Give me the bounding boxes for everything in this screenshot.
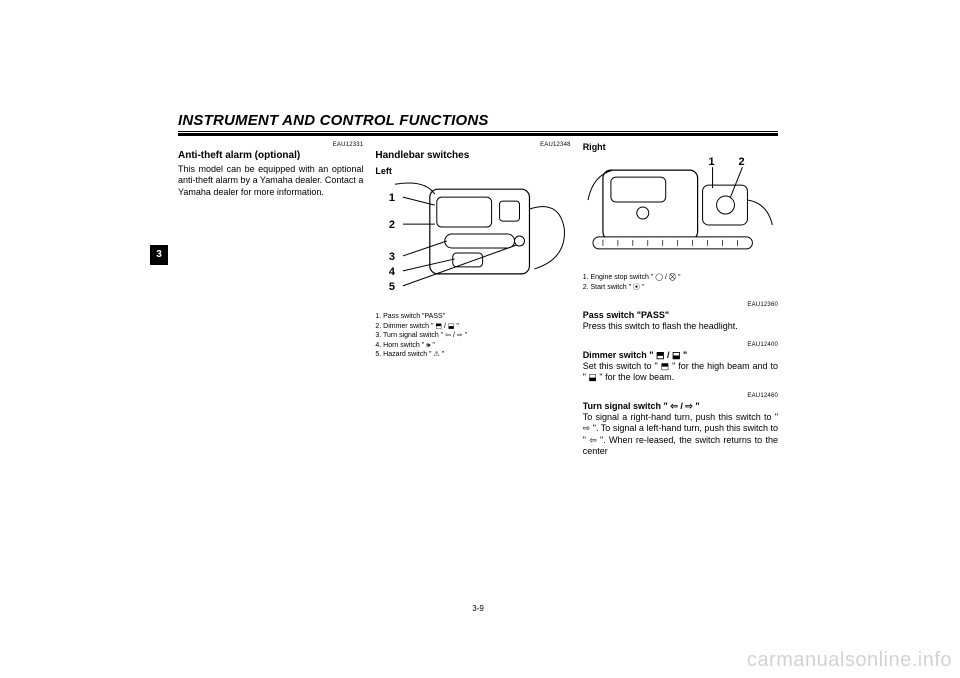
body-dimmer-switch: Set this switch to " ⬒ " for the high be… <box>583 361 778 384</box>
heading-pass-switch: Pass switch "PASS" <box>583 310 669 320</box>
doc-id: EAU12400 <box>583 342 778 350</box>
heading-handlebar-switches: Handlebar switches <box>375 150 570 163</box>
callout-item: 3. Turn signal switch " ⇦ / ⇨ " <box>375 331 570 340</box>
section-header: INSTRUMENT AND CONTROL FUNCTIONS <box>178 112 778 136</box>
svg-text:3: 3 <box>389 251 395 263</box>
callout-item: 1. Pass switch "PASS" <box>375 312 570 321</box>
callouts-left: 1. Pass switch "PASS" 2. Dimmer switch "… <box>375 312 570 359</box>
callout-item: 1. Engine stop switch " ◯ / ⛒ " <box>583 273 778 282</box>
figure-right-handlebar: 1 2 <box>583 155 778 270</box>
callout-item: 5. Hazard switch " ⚠ " <box>375 350 570 359</box>
doc-id: EAU12348 <box>375 142 570 150</box>
body-anti-theft: This model can be equipped with an optio… <box>178 164 363 198</box>
rule-thin <box>178 131 778 132</box>
body-pass-switch: Press this switch to flash the headlight… <box>583 321 778 332</box>
block-turn-signal-switch: EAU12460 Turn signal switch " ⇦ / ⇨ " To… <box>583 393 778 457</box>
doc-id: EAU12460 <box>583 393 778 401</box>
heading-turn-signal-switch: Turn signal switch " ⇦ / ⇨ " <box>583 401 700 411</box>
svg-text:1: 1 <box>389 192 395 204</box>
column-middle: EAU12348 Handlebar switches Left <box>375 142 570 457</box>
block-pass-switch: EAU12360 Pass switch "PASS" Press this s… <box>583 302 778 332</box>
doc-id: EAU12331 <box>178 142 363 150</box>
svg-text:2: 2 <box>389 219 395 231</box>
columns: EAU12331 Anti-theft alarm (optional) Thi… <box>178 142 778 457</box>
callouts-right: 1. Engine stop switch " ◯ / ⛒ " 2. Start… <box>583 273 778 292</box>
section-title: INSTRUMENT AND CONTROL FUNCTIONS <box>178 112 778 129</box>
heading-anti-theft: Anti-theft alarm (optional) <box>178 150 363 163</box>
rule-thick <box>178 133 778 136</box>
doc-id: EAU12360 <box>583 302 778 310</box>
svg-text:4: 4 <box>389 266 396 278</box>
svg-text:5: 5 <box>389 281 395 293</box>
chapter-tab: 3 <box>150 245 168 265</box>
callout-item: 4. Horn switch " 🕪 " <box>375 341 570 350</box>
callout-item: 2. Dimmer switch " ⬒ / ⬓ " <box>375 322 570 331</box>
body-turn-signal-switch: To signal a right-hand turn, push this s… <box>583 412 778 457</box>
svg-text:2: 2 <box>738 156 744 168</box>
figure-label-left: Left <box>375 166 570 177</box>
watermark: carmanualsonline.info <box>747 649 952 672</box>
heading-dimmer-switch: Dimmer switch " ⬒ / ⬓ " <box>583 350 688 360</box>
callout-item: 2. Start switch " ⦿ " <box>583 283 778 292</box>
svg-text:1: 1 <box>708 156 714 168</box>
block-dimmer-switch: EAU12400 Dimmer switch " ⬒ / ⬓ " Set thi… <box>583 342 778 383</box>
page-content: INSTRUMENT AND CONTROL FUNCTIONS EAU1233… <box>178 112 778 592</box>
figure-label-right: Right <box>583 142 778 153</box>
column-left: EAU12331 Anti-theft alarm (optional) Thi… <box>178 142 363 457</box>
column-right: Right <box>583 142 778 457</box>
page-number: 3-9 <box>178 604 778 613</box>
figure-left-handlebar: 1 2 3 4 5 <box>375 179 570 309</box>
